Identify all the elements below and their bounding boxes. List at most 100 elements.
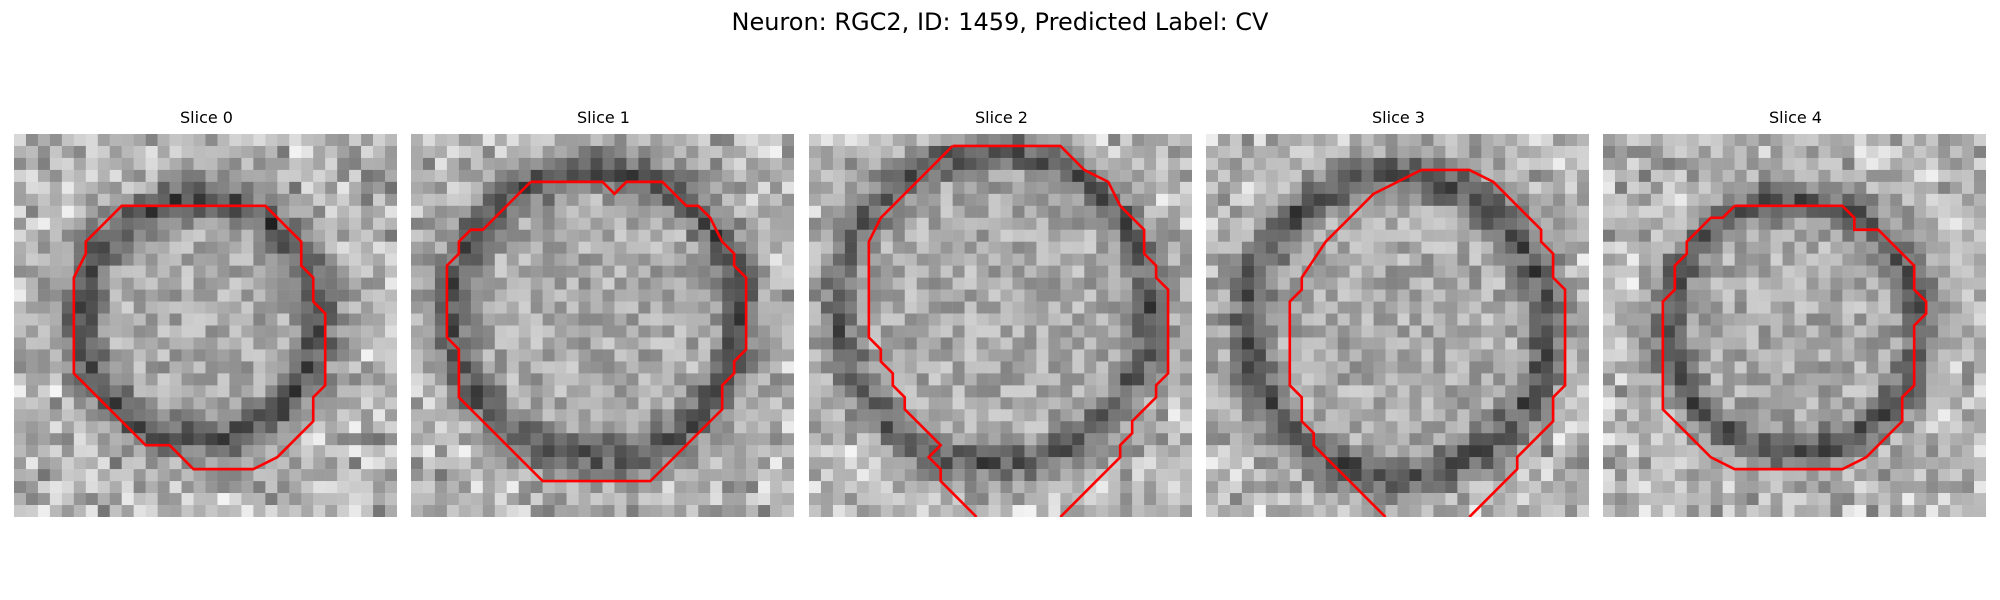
pixel (1024, 229, 1037, 242)
pixel (1349, 337, 1362, 350)
pixel (904, 493, 917, 506)
pixel (121, 397, 134, 410)
pixel (734, 253, 747, 266)
pixel (157, 493, 170, 506)
pixel (1048, 397, 1061, 410)
pixel (506, 505, 519, 517)
pixel (1950, 157, 1963, 171)
pixel (1926, 265, 1939, 278)
pixel (1325, 433, 1338, 446)
pixel (301, 277, 314, 290)
pixel (1854, 181, 1867, 195)
pixel (554, 157, 567, 171)
pixel (940, 457, 953, 470)
pixel (1746, 241, 1759, 254)
pixel (952, 469, 965, 482)
pixel (686, 289, 699, 302)
pixel (722, 157, 735, 171)
pixel (1144, 505, 1157, 517)
pixel (1794, 325, 1807, 338)
pixel (434, 469, 448, 482)
pixel (602, 205, 615, 219)
pixel (518, 409, 531, 422)
pixel (1890, 265, 1903, 278)
pixel (856, 325, 870, 338)
pixel (809, 421, 822, 434)
pixel (205, 505, 218, 517)
pixel (49, 301, 63, 314)
pixel (482, 169, 496, 183)
pixel (265, 445, 278, 458)
pixel (880, 385, 894, 398)
pixel (1553, 265, 1566, 278)
pixel (1060, 445, 1073, 458)
pixel (14, 145, 27, 159)
pixel (325, 349, 338, 362)
pixel (1553, 134, 1566, 147)
pixel (1361, 409, 1374, 422)
pixel (844, 385, 858, 398)
pixel (916, 193, 929, 207)
pixel (506, 181, 519, 195)
pixel (446, 469, 460, 482)
pixel (1180, 313, 1192, 326)
pixel (1686, 205, 1699, 219)
pixel (1505, 313, 1518, 326)
pixel (976, 193, 989, 207)
pixel (265, 301, 278, 314)
pixel (530, 181, 543, 195)
pixel (1854, 337, 1867, 350)
pixel (734, 493, 747, 506)
pixel (518, 433, 531, 446)
pixel (1168, 325, 1181, 338)
pixel (1926, 229, 1939, 242)
pixel (1421, 205, 1434, 219)
pixel (313, 277, 326, 290)
pixel (458, 457, 472, 470)
pixel (844, 397, 858, 410)
pixel (1156, 493, 1169, 506)
pixel (1710, 181, 1723, 195)
pixel (770, 229, 783, 242)
pixel (1746, 337, 1759, 350)
pixel (1962, 169, 1975, 183)
pixel (662, 217, 675, 230)
pixel (638, 229, 651, 242)
pixel (385, 337, 397, 350)
pixel (25, 134, 39, 147)
pixel (169, 157, 182, 171)
pixel (904, 361, 917, 374)
pixel (373, 265, 386, 278)
pixel (602, 265, 615, 278)
pixel (157, 241, 170, 254)
pixel (1277, 361, 1291, 374)
pixel (373, 217, 386, 230)
pixel (1096, 421, 1109, 434)
pixel (820, 217, 834, 230)
pixel (698, 313, 711, 326)
pixel (1301, 373, 1314, 386)
pixel (1373, 349, 1386, 362)
pixel (1926, 277, 1939, 290)
pixel (61, 337, 75, 350)
pixel (1385, 313, 1398, 326)
pixel (820, 445, 834, 458)
pixel (1469, 217, 1482, 230)
pixel (121, 289, 134, 302)
pixel (373, 337, 386, 350)
pixel (1241, 361, 1255, 374)
pixel (844, 277, 858, 290)
pixel (37, 313, 51, 326)
pixel (1385, 481, 1398, 494)
pixel (1156, 181, 1169, 195)
pixel (1457, 325, 1470, 338)
pixel (542, 217, 555, 230)
pixel (1253, 289, 1267, 302)
pixel (1866, 134, 1879, 147)
pixel (1060, 493, 1073, 506)
pixel (554, 253, 567, 266)
pixel (892, 229, 905, 242)
pixel (1854, 145, 1867, 159)
pixel (964, 337, 977, 350)
pixel (1313, 157, 1326, 171)
